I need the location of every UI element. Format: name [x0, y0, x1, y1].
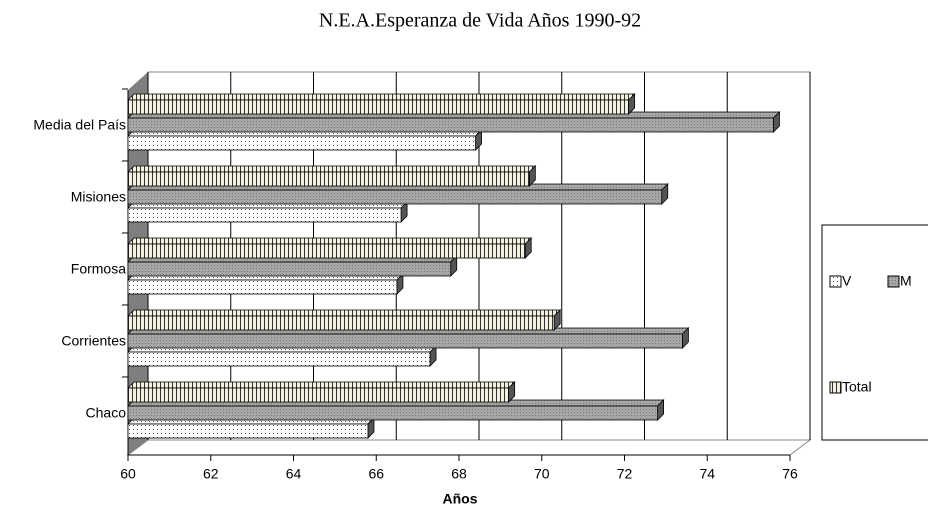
bar-front: [127, 351, 431, 367]
bar: [127, 165, 537, 187]
bar-top: [127, 309, 562, 317]
legend: [821, 224, 928, 441]
y-tick-label: Chaco: [86, 405, 127, 421]
bar-front: [127, 279, 398, 295]
bar-front: [127, 135, 476, 151]
bar-front: [127, 387, 510, 403]
bar: [127, 201, 409, 223]
legend-label: V: [842, 273, 852, 289]
x-tick-label: 64: [286, 466, 302, 482]
bar-top: [127, 93, 636, 101]
legend-swatch: [829, 275, 842, 288]
legend-label: Total: [842, 379, 872, 395]
x-tick-label: 60: [120, 466, 136, 482]
bar: [127, 381, 516, 403]
bar-front: [127, 171, 530, 187]
bar-front: [127, 423, 369, 439]
legend-label: M: [900, 273, 912, 289]
y-tick-label: Misiones: [71, 189, 126, 205]
bar: [127, 93, 636, 115]
x-tick-label: 70: [534, 466, 550, 482]
legend-swatch: [887, 275, 900, 288]
x-tick-label: 76: [782, 466, 798, 482]
bar: [127, 417, 375, 439]
chart-title: N.E.A.Esperanza de Vida Años 1990-92: [319, 10, 641, 32]
bar: [127, 309, 562, 331]
bar: [127, 129, 483, 151]
bar: [127, 399, 665, 421]
x-axis-label: Años: [443, 491, 478, 507]
x-tick-label: 68: [451, 466, 467, 482]
bar-front: [127, 315, 555, 331]
bar-front: [127, 261, 452, 277]
bar-front: [127, 333, 683, 349]
y-tick-label: Formosa: [71, 261, 126, 277]
bar-top: [127, 381, 516, 389]
bar: [127, 237, 533, 259]
bar-front: [127, 189, 663, 205]
bar: [127, 327, 690, 349]
x-tick-label: 72: [617, 466, 633, 482]
bar-front: [127, 117, 774, 133]
y-tick-label: Media del País: [33, 117, 126, 133]
x-tick-label: 74: [699, 466, 715, 482]
bar: [127, 273, 404, 295]
y-tick-label: Corrientes: [61, 333, 126, 349]
bar-front: [127, 243, 526, 259]
bar: [127, 345, 438, 367]
x-tick-label: 66: [368, 466, 384, 482]
bar: [127, 183, 669, 205]
legend-swatch: [829, 381, 842, 394]
bar-top: [127, 237, 533, 245]
bar-front: [127, 405, 658, 421]
bar: [127, 111, 781, 133]
bar: [127, 255, 458, 277]
bar-front: [127, 207, 402, 223]
bar-top: [127, 165, 537, 173]
x-tick-label: 62: [203, 466, 219, 482]
bar-front: [127, 99, 630, 115]
